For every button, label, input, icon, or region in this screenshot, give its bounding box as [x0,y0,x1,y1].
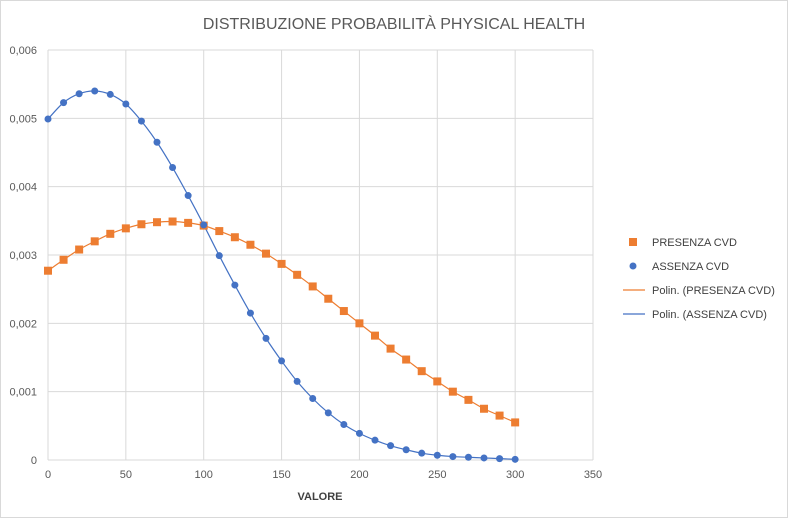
presenza-cvd-point [75,245,84,254]
assenza-cvd-point [511,455,519,463]
presenza-cvd-point [511,418,520,427]
y-tick-label: 0 [31,455,37,467]
presenza-cvd-point [215,227,224,236]
x-tick-label: 100 [195,469,213,481]
legend-label: Polin. (PRESENZA CVD) [652,285,775,297]
assenza-cvd-point [75,90,83,98]
assenza-cvd-point [433,451,441,459]
presenza-cvd-point [386,344,395,353]
y-tick-label: 0,004 [9,182,37,194]
legend-label: ASSENZA CVD [652,261,729,273]
x-tick-label: 350 [584,469,602,481]
assenza-cvd-point [293,377,301,385]
assenza-cvd-point [340,420,348,428]
x-tick-label: 200 [350,469,368,481]
x-axis-label: VALORE [297,491,342,503]
presenza-cvd-point [480,404,488,413]
x-tick-label: 250 [428,469,446,481]
presenza-cvd-point [417,367,426,376]
data-points [44,87,520,463]
assenza-cvd-point [122,100,130,108]
presenza-cvd-point [44,266,52,275]
assenza-cvd-point [262,334,270,342]
assenza-cvd-point [449,453,457,461]
assenza-cvd-point [355,429,363,437]
presenza-cvd-point [230,233,239,242]
chart-title: DISTRIBUZIONE PROBABILITÀ PHYSICAL HEALT… [203,14,585,33]
presenza-cvd-point [433,377,442,386]
assenza-cvd-point [480,454,488,462]
assenza-cvd-point [496,455,504,463]
legend-circle-icon [629,262,637,270]
presenza-cvd-point [168,217,177,226]
assenza-cvd-point [91,87,99,95]
x-axis-ticks: 0 50 100 150 200 250 300 350 [45,469,602,481]
y-tick-label: 0,006 [9,45,37,57]
presenza-cvd-point [59,255,68,264]
assenza-cvd-point [371,436,379,444]
assenza-cvd-point [60,99,68,107]
assenza-cvd-point [153,138,161,146]
presenza-cvd-point [246,240,255,249]
presenza-cvd-point [448,387,457,396]
assenza-cvd-point [106,90,114,98]
assenza-cvd-point [309,395,317,402]
y-tick-label: 0,005 [9,113,37,125]
x-tick-label: 150 [272,469,290,481]
y-axis-ticks: 0 0,001 0,002 0,003 0,004 0,005 0,006 [9,45,37,467]
presenza-cvd-point [106,229,115,238]
presenza-cvd-point [90,237,99,246]
presenza-cvd-point [464,395,473,404]
presenza-cvd-point [355,319,364,328]
assenza-cvd-point [231,281,239,289]
assenza-cvd-point [246,309,254,317]
presenza-cvd-point [184,218,193,227]
assenza-cvd-point [44,115,52,123]
presenza-cvd-point [339,307,348,316]
assenza-cvd-point [418,449,426,457]
presenza-cvd-point [495,411,504,420]
x-tick-label: 50 [120,469,132,481]
legend-label: Polin. (ASSENZA CVD) [652,309,767,321]
presenza-cvd-point [293,270,302,279]
assenza-cvd-point [200,221,208,229]
presenza-cvd-point [153,218,161,227]
assenza-cvd-point [215,252,223,260]
assenza-cvd-point [137,117,145,125]
presenza-cvd-point [324,294,333,303]
legend-label: PRESENZA CVD [652,237,737,249]
presenza-cvd-point [137,220,146,229]
y-tick-label: 0,002 [9,318,37,330]
gridlines [47,49,594,461]
legend: PRESENZA CVD ASSENZA CVD Polin. (PRESENZA … [623,237,775,321]
presenza-cvd-point [262,249,270,258]
presenza-cvd-point [308,282,317,291]
presenza-cvd-point [277,259,286,268]
y-tick-label: 0,001 [9,387,37,399]
y-tick-label: 0,003 [9,250,37,262]
x-tick-label: 300 [506,469,524,481]
assenza-cvd-point [402,446,410,454]
assenza-cvd-point [169,164,177,172]
x-tick-label: 0 [45,469,51,481]
presenza-cvd-point [121,224,130,233]
assenza-cvd-point [387,442,395,450]
presenza-cvd-point [402,355,411,364]
assenza-cvd-point [278,357,286,365]
assenza-cvd-point [184,192,192,200]
assenza-cvd-point [464,453,472,461]
presenza-cvd-point [371,331,379,340]
assenza-cvd-point [324,409,332,417]
legend-square-icon [629,238,637,246]
